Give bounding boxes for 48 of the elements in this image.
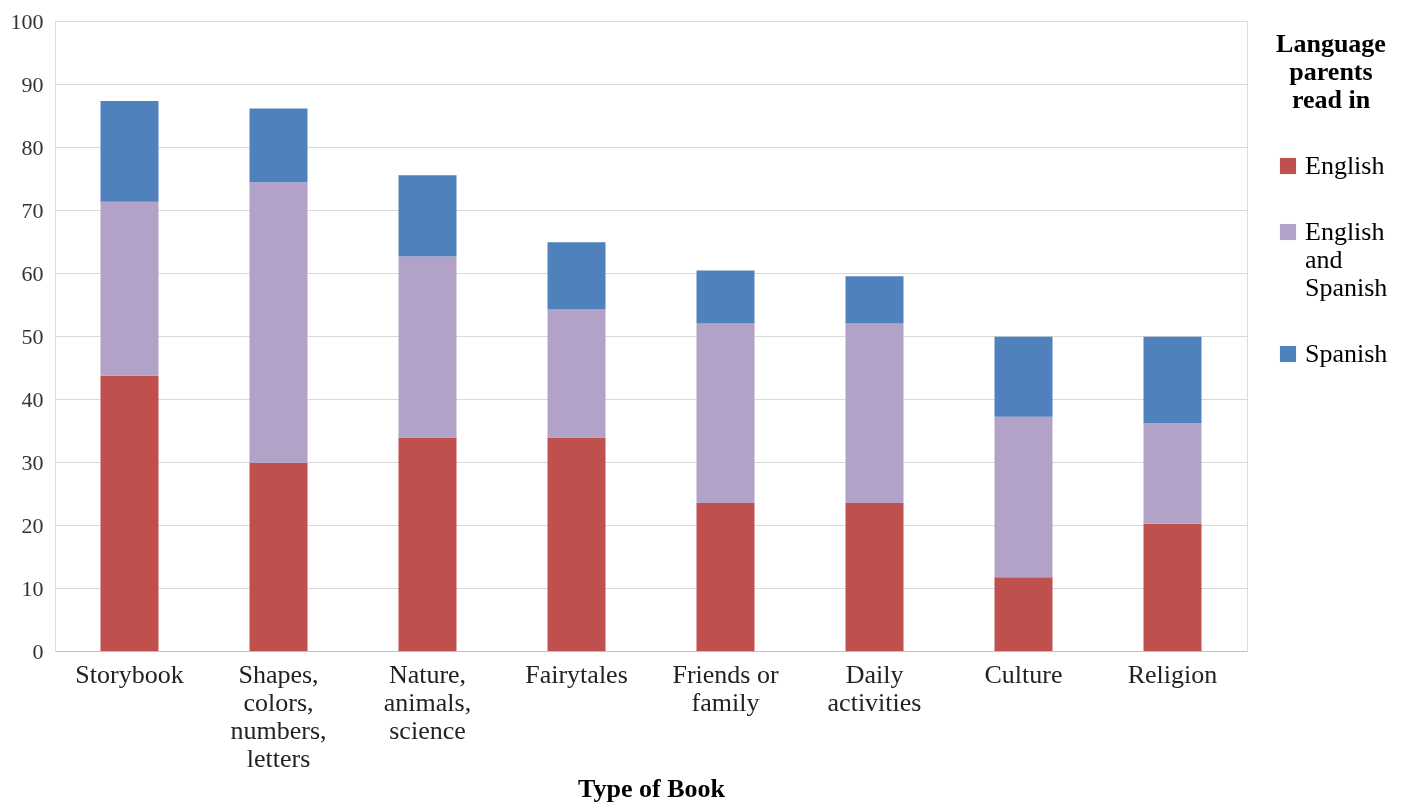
bar: [249, 462, 308, 651]
bar: [398, 437, 457, 651]
y-tick-label: 50: [21, 323, 44, 349]
bar: [845, 276, 904, 324]
x-tick-label: Nature, animals, science: [383, 659, 472, 745]
y-tick-label: 100: [10, 8, 44, 34]
x-tick-label: Culture: [984, 659, 1063, 689]
bar: [249, 108, 308, 183]
x-tick-label: Friends or family: [672, 659, 779, 717]
bar: [696, 502, 755, 651]
y-tick-label: 10: [21, 575, 44, 601]
bar: [994, 577, 1053, 651]
y-tick-label: 0: [32, 638, 44, 664]
bar: [845, 502, 904, 651]
bar: [547, 437, 606, 651]
y-tick-label: 70: [21, 197, 44, 223]
bar: [1143, 523, 1202, 651]
y-tick-label: 40: [21, 386, 44, 412]
bar: [398, 175, 457, 257]
bar: [398, 256, 457, 438]
bar: [994, 336, 1053, 417]
legend-label: English and Spanish: [1305, 217, 1388, 302]
x-tick-label: Fairytales: [525, 659, 628, 689]
bar: [1143, 336, 1202, 423]
y-tick-label: 30: [21, 449, 44, 475]
bar: [249, 182, 308, 463]
legend-label: English: [1305, 151, 1385, 180]
y-tick-label: 80: [21, 134, 44, 160]
bar: [1143, 422, 1202, 524]
x-tick-label: Storybook: [75, 659, 184, 689]
legend-title: Language parents read in: [1276, 29, 1386, 114]
x-tick-label: Religion: [1127, 659, 1218, 689]
bar: [547, 309, 606, 438]
x-tick-label: Shapes, colors, numbers, letters: [230, 659, 327, 773]
x-axis-title: Type of Book: [578, 773, 726, 803]
bar: [696, 323, 755, 503]
bar: [100, 375, 159, 651]
legend-label: Spanish: [1305, 339, 1388, 368]
y-tick-label: 20: [21, 512, 44, 538]
bar: [100, 201, 159, 376]
x-tick-label: Daily activities: [827, 659, 922, 717]
bar: [100, 101, 159, 202]
y-tick-label: 90: [21, 71, 44, 97]
bar: [845, 323, 904, 503]
bar: [696, 270, 755, 324]
y-tick-label: 60: [21, 260, 44, 286]
bar: [994, 416, 1053, 578]
bar: [547, 242, 606, 310]
